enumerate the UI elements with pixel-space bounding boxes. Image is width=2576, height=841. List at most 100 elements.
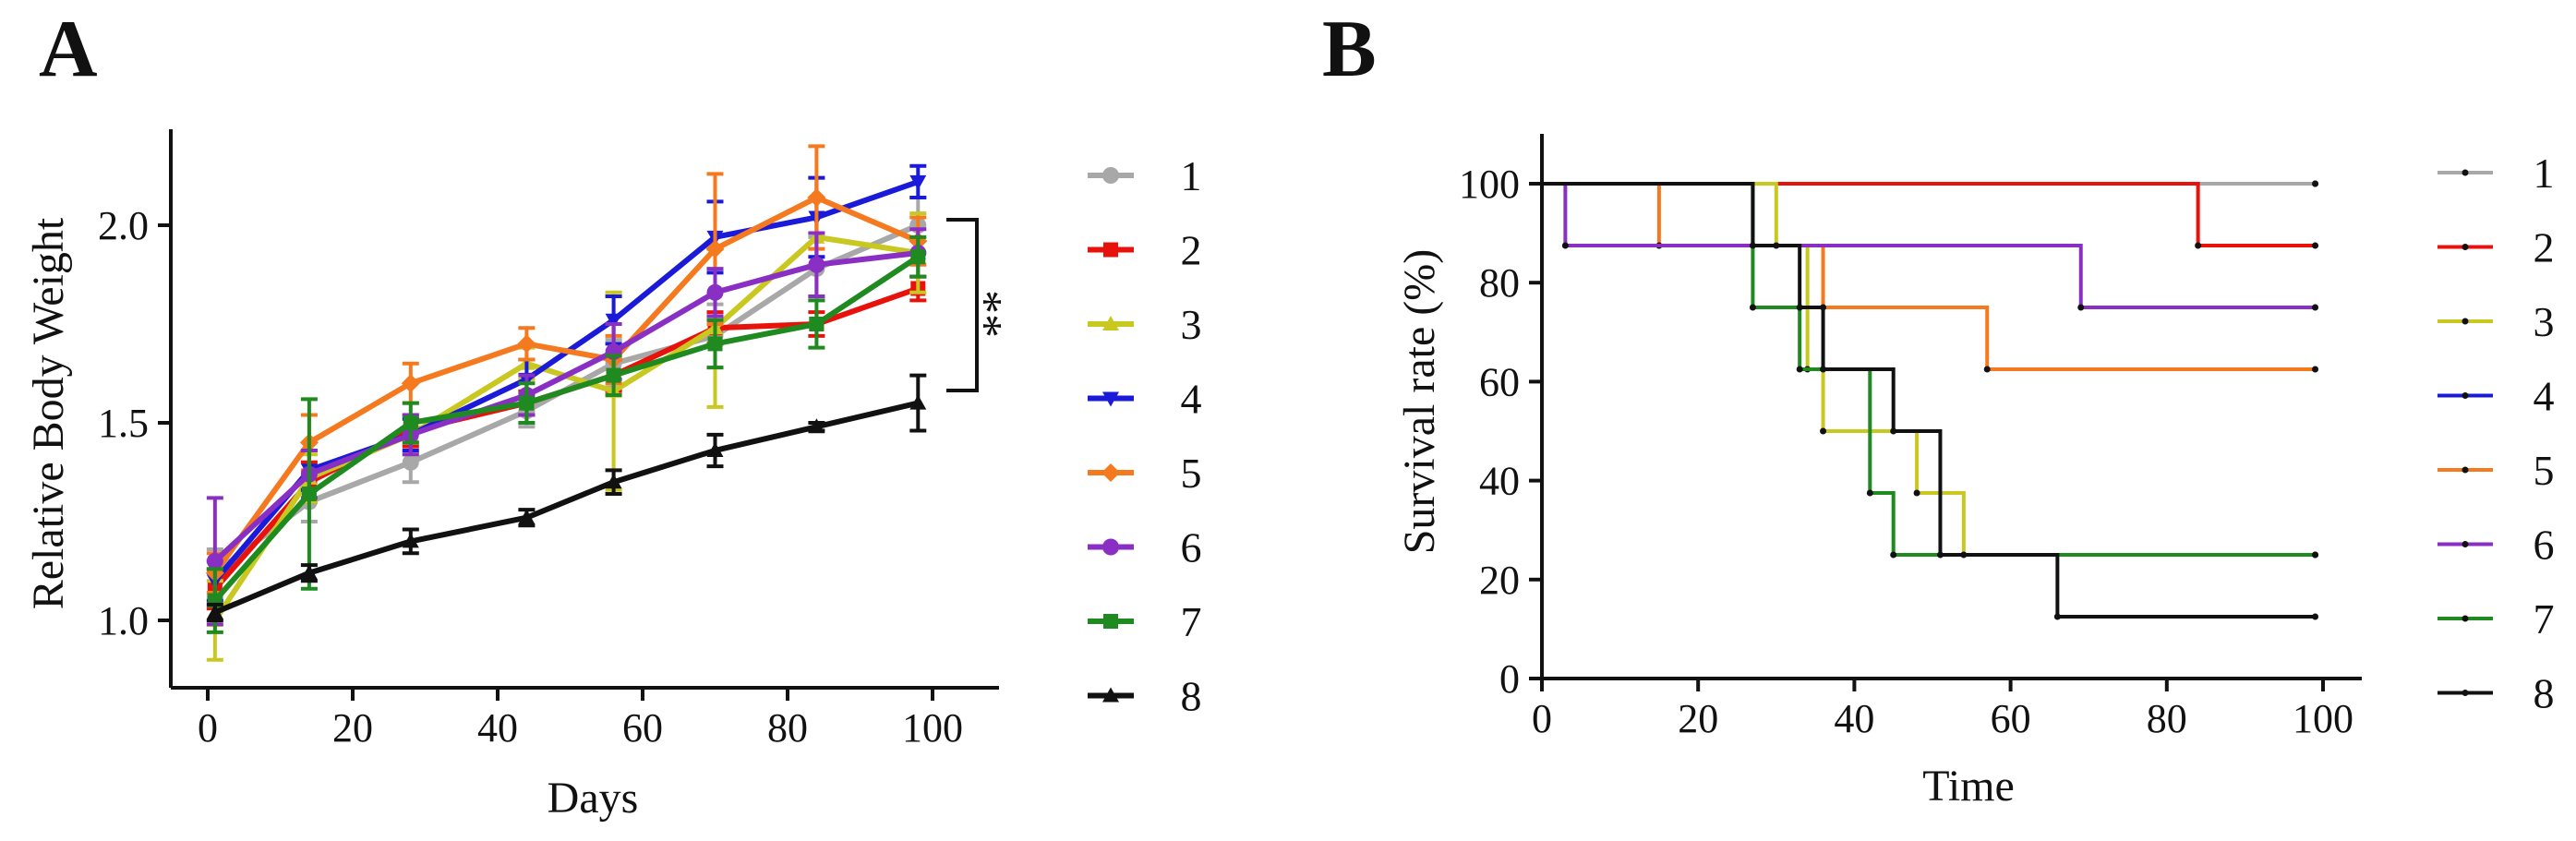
data-point [206, 604, 223, 619]
legend-label: 5 [1181, 450, 1202, 497]
data-point [809, 317, 825, 331]
legend-item-5: 5 [2438, 447, 2555, 494]
panel-b-y-tick-label: 0 [1499, 656, 1520, 702]
legend-marker [2462, 541, 2469, 547]
panel-a-x-tick-label: 80 [767, 705, 808, 751]
data-point [517, 334, 536, 354]
censor-mark [2195, 242, 2202, 249]
legend-marker [1101, 463, 1120, 482]
series-line [212, 195, 920, 575]
data-point [403, 415, 418, 430]
panel-b-x-tick-label: 60 [1991, 696, 2031, 741]
censor-mark [1561, 242, 1569, 249]
legend-marker [1102, 391, 1119, 407]
panel-b-axes [1540, 134, 2362, 680]
data-point [705, 239, 725, 258]
censor-mark [1796, 366, 1803, 373]
legend-item-7: 7 [1088, 598, 1202, 645]
panel-a-y-axis-label: Relative Body Weight [24, 217, 73, 609]
data-point [910, 249, 926, 265]
data-point [300, 564, 318, 580]
panel-a-x-tick-label: 100 [902, 705, 963, 751]
legend-item-3: 3 [1088, 301, 1202, 348]
legend-marker [2462, 690, 2469, 696]
legend-marker [1102, 316, 1119, 330]
panel-b-x-axis-label: Time [1922, 762, 2015, 811]
legend-marker [2462, 392, 2469, 399]
series-line [212, 254, 920, 603]
panel-b-y-tick-label: 80 [1479, 260, 1520, 306]
legend-item-6: 6 [1088, 524, 1202, 571]
censor-mark [2312, 551, 2319, 559]
censor-mark [1936, 551, 1944, 559]
survival-step-line [1542, 182, 2316, 247]
legend-item-6: 6 [2438, 522, 2555, 569]
censor-mark [2312, 242, 2319, 249]
panel-b-y-tick-label: 60 [1479, 359, 1520, 404]
panel-a-x-tick-label: 0 [198, 705, 218, 751]
censor-mark [2312, 304, 2319, 311]
legend-marker [2462, 615, 2469, 622]
panel-b-x-tick-label: 0 [1532, 696, 1552, 741]
legend-label: 8 [2534, 670, 2555, 717]
panel-b-label: B [1322, 5, 1377, 94]
legend-marker [2462, 318, 2469, 325]
data-point [707, 336, 723, 352]
data-point [807, 188, 826, 208]
legend-label: 1 [2534, 150, 2555, 197]
legend-item-8: 8 [1088, 673, 1202, 720]
panel-a-y-tick-label: 1.0 [98, 598, 149, 643]
censor-mark [2053, 613, 2061, 620]
legend-label: 5 [2534, 447, 2555, 494]
panel-a-axes [169, 129, 999, 690]
survival-step-line [1542, 182, 2316, 557]
panel-b-x-tick-label: 40 [1834, 696, 1874, 741]
panel-a-series [205, 144, 928, 662]
legend-item-1: 1 [2438, 150, 2555, 197]
censor-mark [1866, 489, 1873, 497]
legend-label: 6 [2534, 522, 2555, 569]
panel-b-y-axis-label: Survival rate (%) [1395, 249, 1444, 555]
panel-a: A 0 20 40 60 80 100 1.0 1.5 2.0 Days Relative Bo… [24, 5, 1202, 823]
panel-b-x-tick-label: 20 [1678, 696, 1718, 741]
panel-b-series [1542, 180, 2319, 620]
censor-mark [1796, 304, 1803, 311]
legend-marker [1102, 167, 1119, 184]
censor-mark [1749, 242, 1756, 249]
panel-b-series-2 [1542, 182, 2319, 249]
legend-label: 2 [1181, 227, 1202, 274]
legend-item-2: 2 [1088, 227, 1202, 274]
series-line [213, 400, 919, 616]
series-line [213, 222, 920, 576]
panel-b-y-tick-label: 20 [1479, 558, 1520, 603]
panel-a-y-tick-label: 1.5 [98, 401, 149, 446]
legend-marker [1102, 687, 1119, 703]
panel-b: B 0 20 40 60 80 100 0 20 40 60 80 100 Time Survival… [1322, 5, 2555, 811]
series-line [212, 249, 919, 564]
legend-marker [1102, 538, 1119, 556]
panel-a-x-tick-label: 60 [622, 705, 663, 751]
panel-a-y-tick-label: 2.0 [98, 203, 149, 248]
panel-a-x-tick-label: 40 [477, 705, 518, 751]
legend-marker [2462, 466, 2469, 474]
censor-mark [2312, 180, 2319, 187]
legend-item-4: 4 [1088, 376, 1202, 423]
survival-step-line [1542, 182, 2316, 619]
legend-label: 4 [2534, 373, 2555, 420]
survival-step-line [1542, 182, 2316, 371]
legend-item-1: 1 [1088, 152, 1202, 199]
legend-item-2: 2 [2438, 224, 2555, 271]
panel-b-series-8 [1542, 182, 2319, 620]
panel-a-x-axis-label: Days [548, 774, 639, 823]
censor-mark [2312, 366, 2319, 373]
data-point [206, 552, 223, 570]
significance-label: ** [958, 290, 1011, 338]
legend-marker [2462, 244, 2469, 250]
censor-mark [1749, 304, 1756, 311]
legend-item-4: 4 [2438, 373, 2555, 420]
panel-a-label: A [39, 5, 98, 94]
legend-marker [1103, 614, 1118, 629]
data-point [301, 487, 317, 502]
data-point [706, 441, 724, 457]
